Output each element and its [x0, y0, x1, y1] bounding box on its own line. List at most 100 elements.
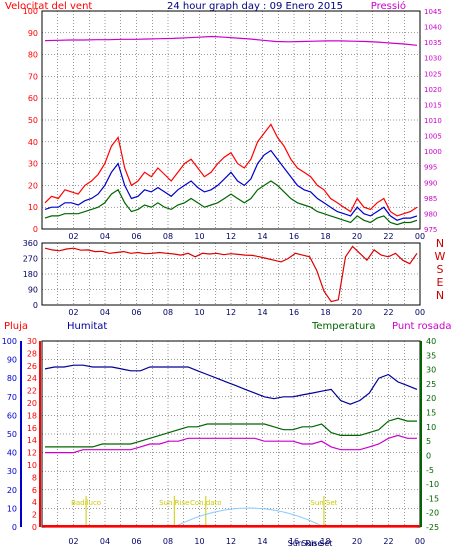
temperature-y-tick: -25 — [426, 523, 439, 532]
wind-y-tick: 70 — [28, 72, 38, 81]
direction-x-tick: 00 — [415, 308, 425, 317]
pressure-y-tick: 985 — [424, 195, 437, 203]
pressure-y-tick: 1025 — [424, 70, 442, 78]
temperature-y-tick: 30 — [426, 366, 436, 375]
wind-x-tick: 12 — [226, 232, 236, 241]
temp-x-tick: 04 — [100, 537, 110, 546]
wind-x-tick: 04 — [100, 232, 110, 241]
cardinal-label: E — [437, 276, 444, 289]
direction-x-tick: 12 — [226, 308, 236, 317]
temp-x-tick: 02 — [68, 537, 78, 546]
humidity-label: Humitat — [67, 321, 107, 332]
direction-series-direction — [44, 245, 418, 303]
temp-x-tick: 14 — [257, 537, 267, 546]
temp-series-dewpoint — [45, 434, 417, 454]
wind-y-tick: 20 — [28, 181, 38, 190]
dewpoint-label: Punt rosada — [392, 321, 451, 332]
direction-x-tick: 02 — [68, 308, 78, 317]
sun-marker-label: Con.dato — [190, 499, 222, 507]
pressure-y-tick: 990 — [424, 179, 437, 187]
temperature-y-tick: 20 — [426, 394, 436, 403]
direction-x-tick: 08 — [163, 308, 173, 317]
temp-x-tick: 16 — [289, 537, 299, 546]
cardinal-label: N — [436, 237, 444, 250]
wind-x-tick: 14 — [257, 232, 267, 241]
temp-x-tick: 18 — [320, 537, 330, 546]
rain-y-tick: 16 — [27, 424, 37, 433]
pressure-y-tick: 1005 — [424, 133, 442, 141]
temperature-y-tick: 35 — [426, 351, 436, 360]
temp-x-tick: 10 — [194, 537, 204, 546]
humidity-y-tick: 10 — [7, 504, 17, 513]
rain-y-tick: 4 — [32, 498, 37, 507]
wind-y-tick: 0 — [33, 225, 38, 234]
rain-y-tick: 2 — [32, 511, 37, 520]
direction-y-tick: 360 — [23, 239, 38, 248]
rain-y-tick: 26 — [27, 362, 37, 371]
pressure-y-tick: 1030 — [424, 55, 442, 63]
wind-y-tick: 40 — [28, 138, 38, 147]
rain-y-tick: 28 — [27, 349, 37, 358]
temperature-y-tick: -5 — [426, 466, 434, 475]
temperature-y-tick: 5 — [426, 437, 431, 446]
wind-speed-label: Velocitat del vent — [5, 1, 92, 12]
rain-y-tick: 0 — [32, 523, 37, 532]
wind-y-tick: 100 — [23, 7, 38, 16]
direction-y-tick: 270 — [23, 255, 38, 264]
pressure-y-tick: 975 — [424, 226, 437, 234]
rain-y-tick: 20 — [27, 399, 37, 408]
wind-series-gust — [44, 123, 418, 217]
rain-label: Pluja — [4, 321, 28, 332]
sun-marker-label: Badiluco — [71, 499, 101, 507]
direction-y-tick: 90 — [28, 286, 38, 295]
pressure-y-tick: 1045 — [424, 8, 442, 16]
humidity-y-tick: 90 — [7, 356, 17, 365]
pressure-label: Pressió — [371, 0, 406, 12]
rain-y-tick: 10 — [27, 461, 37, 470]
wind-x-tick: 16 — [289, 232, 299, 241]
rain-y-tick: 8 — [32, 473, 37, 482]
humidity-y-tick: 80 — [7, 374, 17, 383]
temp-x-tick: 08 — [163, 537, 173, 546]
pressure-y-tick: 1035 — [424, 39, 442, 47]
direction-x-tick: 10 — [194, 308, 204, 317]
rain-y-tick: 18 — [27, 411, 37, 420]
wind-series-min — [44, 180, 418, 226]
temperature-y-tick: 25 — [426, 380, 436, 389]
direction-x-tick: 16 — [289, 308, 299, 317]
temp-series-temperature — [45, 417, 417, 448]
temperature-y-tick: 15 — [426, 409, 436, 418]
pressure-y-tick: 1010 — [424, 117, 442, 125]
wind-x-tick: 22 — [383, 232, 393, 241]
wind-x-tick: 00 — [415, 232, 425, 241]
humidity-y-tick: 30 — [7, 467, 17, 476]
temp-x-tick: 22 — [383, 537, 393, 546]
rain-baseline — [42, 525, 420, 527]
humidity-y-tick: 60 — [7, 411, 17, 420]
bottom-sunrise-label: Sun Rise — [288, 539, 323, 548]
pressure-y-tick: 1020 — [424, 86, 442, 94]
direction-x-tick: 04 — [100, 308, 110, 317]
sun-arc — [174, 507, 325, 528]
temp-x-tick: 06 — [131, 537, 141, 546]
pressure-y-tick: 1000 — [424, 148, 442, 156]
temperature-y-tick: -15 — [426, 494, 439, 503]
direction-x-tick: 14 — [257, 308, 267, 317]
humidity-y-tick: 50 — [7, 430, 17, 439]
pressure-y-tick: 1015 — [424, 101, 442, 109]
rain-y-tick: 24 — [27, 374, 37, 383]
bottom-sunset-label: Sun Set — [302, 539, 333, 548]
humidity-y-tick: 20 — [7, 486, 17, 495]
sun-marker-label: Sun Rise — [159, 499, 189, 507]
cardinal-label: N — [436, 289, 444, 302]
direction-x-tick: 18 — [320, 308, 330, 317]
direction-x-tick: 06 — [131, 308, 141, 317]
chart-title: 24 hour graph day : 09 Enero 2015 — [167, 1, 343, 12]
wind-y-tick: 50 — [28, 116, 38, 125]
rain-y-tick: 6 — [32, 486, 37, 495]
wind-series-pressure — [44, 35, 418, 46]
temperature-y-tick: -20 — [426, 509, 439, 518]
wind-series-avg — [44, 149, 418, 221]
rain-y-tick: 22 — [27, 387, 37, 396]
